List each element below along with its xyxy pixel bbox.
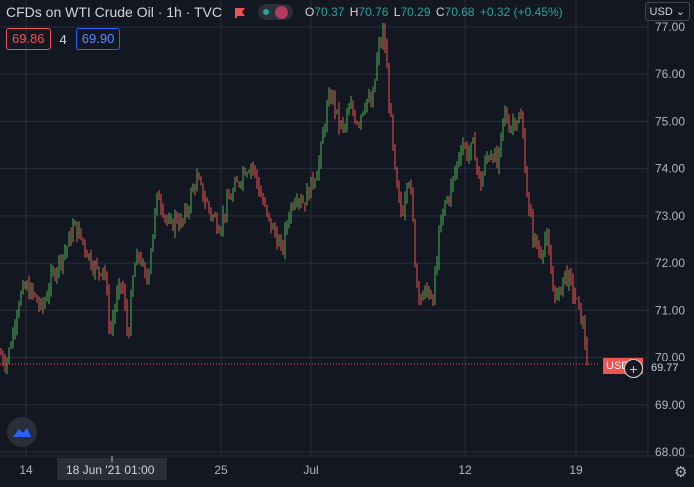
add-alert-plus-icon[interactable]: + [624, 359, 643, 378]
time-tick-label: 14 [19, 463, 33, 477]
currency-dropdown[interactable]: USD ⌄ [644, 2, 690, 21]
time-tick-label: 12 [458, 463, 472, 477]
price-tick-label: 75.00 [655, 114, 685, 128]
time-tick-label: Jul [303, 463, 318, 477]
chart-header: CFDs on WTI Crude Oil · 1h · TVC O70.37 … [0, 0, 563, 24]
price-axis[interactable]: 77.0076.0075.0074.0073.0072.0071.0070.00… [655, 20, 685, 459]
flag-icon[interactable] [234, 7, 246, 18]
crosshair-price-label: 69.77 [648, 361, 682, 375]
time-tick-label: 19 [569, 463, 583, 477]
price-tick-label: 71.00 [655, 303, 685, 317]
price-tick-label: 76.00 [655, 67, 685, 81]
crosshair-time-box [57, 458, 167, 480]
price-tick-label: 72.00 [655, 256, 685, 270]
price-tick-label: 69.00 [655, 398, 685, 412]
currency-circle-icon [275, 5, 289, 19]
time-tick-label: 25 [214, 463, 228, 477]
price-tick-label: 73.00 [655, 209, 685, 223]
candles [0, 23, 588, 375]
settings-gear-icon[interactable]: ⚙ [674, 464, 688, 481]
symbol-title[interactable]: CFDs on WTI Crude Oil · 1h · TVC [6, 4, 223, 20]
crosshair-time-label: 18 Jun '21 01:00 [66, 463, 155, 477]
market-open-dot-icon [263, 9, 270, 15]
price-tick-label: 74.00 [655, 162, 685, 176]
status-indicators[interactable] [258, 4, 294, 20]
indicator-count: 4 [59, 31, 67, 47]
price-change: +0.32 (+0.45%) [479, 5, 563, 19]
indicator-value-red[interactable]: 69.86 [6, 28, 51, 50]
indicator-value-blue[interactable]: 69.90 [75, 28, 121, 50]
chart-grid [0, 0, 648, 456]
ohlc-values: O70.37 H70.76 L70.29 C70.68 +0.32 (+0.45… [305, 5, 563, 19]
chevron-down-icon: ⌄ [675, 6, 685, 18]
tradingview-logo-icon[interactable] [7, 417, 37, 447]
price-tick-label: 68.00 [655, 445, 685, 459]
time-axis[interactable]: 14 25 Jul 12 19 18 Jun '21 01:00 [19, 456, 583, 480]
price-tick-label: 77.00 [655, 20, 685, 34]
indicator-legend: 69.86 4 69.90 [6, 28, 121, 50]
